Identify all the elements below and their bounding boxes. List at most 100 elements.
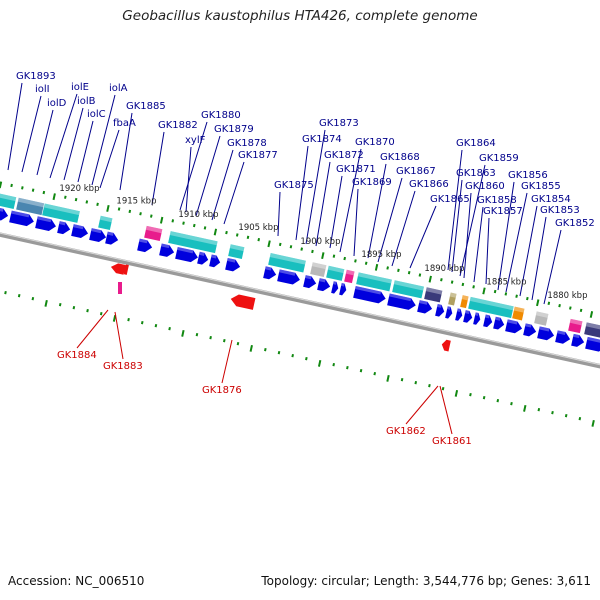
gene-label-upper: GK1855 [521, 181, 561, 192]
gene-arrow-shine [557, 330, 566, 335]
feature-box [228, 244, 245, 259]
scale-tick-minor [441, 386, 445, 391]
reverse-gene-GK1884b [122, 264, 129, 275]
gene-label-upper: GK1867 [396, 166, 436, 177]
scale-tick-minor [311, 249, 314, 254]
scale-label: 1900 kbp [300, 237, 340, 247]
scale-tick-minor [96, 202, 99, 207]
gene-arrow-shape [441, 339, 451, 352]
scale-tick-minor [579, 308, 583, 313]
gene-arrow-shape [263, 266, 277, 280]
leader-line-upper [91, 94, 116, 186]
feature-box-shine [425, 287, 443, 295]
scale-tick-minor [86, 308, 89, 313]
feature-box-shine [311, 262, 327, 270]
forward-gene-arrow [303, 275, 317, 289]
feature-box-shine [461, 295, 469, 301]
gene-arrow-shine [161, 243, 170, 249]
leader-line-upper [77, 120, 94, 183]
gene-arrow-shine [37, 216, 52, 223]
gene-label-upper: GK1852 [555, 218, 595, 229]
forward-gene-arrow [445, 306, 453, 319]
leader-line-upper [473, 206, 484, 283]
feature-box-shine [17, 197, 45, 208]
scale-tick-minor [10, 183, 13, 188]
forward-gene-arrow [71, 224, 89, 239]
forward-gene-arrow [225, 257, 241, 272]
gene-label-upper: GK1878 [227, 138, 267, 149]
gene-arrow-shine [587, 336, 600, 343]
forward-gene-arrow [585, 336, 600, 352]
scale-tick-minor [510, 401, 513, 406]
genome-summary-text: Topology: circular; Length: 3,544,776 bp… [261, 574, 591, 588]
gene-arrow-shine [227, 257, 236, 263]
scale-tick-minor [551, 410, 554, 415]
gene-label-upper: GK1879 [214, 124, 254, 135]
gene-arrow-shape [505, 319, 523, 334]
leader-line-upper [377, 177, 403, 263]
scale-tick-minor [264, 347, 267, 352]
gene-arrow-shine [507, 319, 518, 325]
forward-gene-arrow [0, 207, 9, 221]
scale-tick-minor [496, 398, 500, 403]
gene-arrow-shape [277, 269, 300, 285]
feature-box-shine [99, 215, 113, 223]
forward-gene-arrow [35, 216, 56, 231]
gene-arrow-shape [445, 306, 453, 319]
forward-gene-arrow [483, 314, 493, 328]
gene-label-upper: fbaA [113, 118, 136, 129]
feature-box-group [344, 269, 355, 284]
map-title: Geobacillus kaustophilus HTA426, complet… [122, 8, 478, 24]
gene-label-upper: xylF [185, 135, 206, 146]
leader-line-upper [447, 149, 463, 271]
forward-gene-arrow [159, 243, 175, 257]
scale-tick-minor [58, 302, 62, 307]
gene-arrow-shape [225, 257, 241, 272]
feature-box [356, 272, 392, 292]
scale-tick-minor [346, 365, 349, 370]
scale-tick-minor [149, 214, 153, 218]
gene-arrow-shape [555, 330, 571, 344]
gene-arrow-shape [455, 308, 463, 321]
scale-tick-minor [547, 301, 551, 305]
scale-tick-minor [236, 341, 240, 346]
scale-tick-minor [192, 223, 196, 228]
gene-arrow-shape [537, 326, 555, 341]
gene-label-upper: GK1872 [324, 150, 364, 161]
gene-arrow-shape [71, 224, 89, 239]
gene-arrow-shine [457, 308, 461, 312]
scale-label: 1895 kbp [361, 250, 401, 260]
scale-tick-minor [128, 209, 132, 214]
scale-tick-minor [257, 237, 261, 242]
scale-tick-major [159, 216, 164, 224]
scale-tick-minor [117, 207, 121, 211]
gene-label-upper: GK1871 [336, 164, 376, 175]
forward-gene-arrow [505, 319, 523, 334]
gene-label-upper: GK1857 [483, 206, 523, 217]
feature-box-group [98, 215, 113, 231]
feature-box [310, 262, 327, 277]
gene-arrow-shape [571, 333, 585, 347]
forward-gene-arrow [277, 269, 300, 285]
forward-gene-arrow [493, 316, 505, 330]
forward-gene-arrow [417, 300, 433, 314]
feature-box [98, 215, 113, 231]
feature-box-group [584, 322, 600, 340]
scale-tick-minor [569, 306, 572, 310]
feature-box-group [16, 197, 45, 216]
forward-gene-arrow [9, 210, 34, 227]
gene-label-upper: GK1870 [355, 137, 395, 148]
feature-box [512, 306, 525, 321]
gene-arrow-shape [303, 275, 317, 289]
scale-tick-minor [537, 407, 541, 412]
leader-line-upper [505, 192, 528, 293]
reverse-gene-GK1876 [230, 294, 256, 310]
scale-tick-minor [359, 368, 363, 373]
scale-tick-minor [414, 380, 418, 385]
leader-line-upper [119, 112, 133, 191]
feature-box-group [168, 231, 218, 254]
scale-tick-minor [31, 296, 35, 301]
scale-tick-minor [397, 268, 400, 272]
scale-tick-minor [127, 317, 130, 322]
gene-arrow-shine [447, 306, 451, 310]
